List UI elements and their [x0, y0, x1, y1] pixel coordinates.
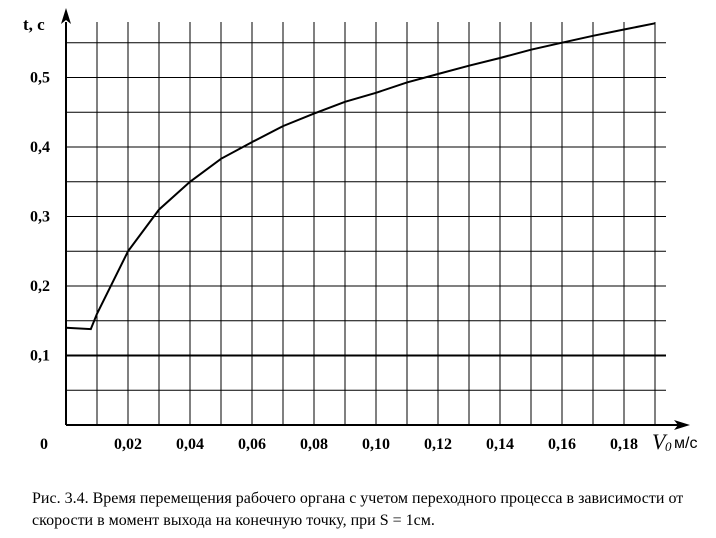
x-tick-label: 0,10: [362, 436, 390, 453]
y-axis-title: t, с: [23, 15, 45, 34]
y-tick-labels: 0,1 0,2 0,3 0,4 0,5: [30, 70, 50, 365]
y-tick-label: 0,3: [30, 209, 50, 226]
x-tick-label: 0,04: [176, 436, 204, 453]
grid: [66, 22, 666, 425]
x-tick-label: 0,14: [486, 436, 514, 453]
y-axis-arrow-icon: [61, 8, 71, 24]
x-tick-label: 0,12: [424, 436, 452, 453]
series-line: [65, 22, 656, 331]
x-tick-label: 0,02: [114, 436, 142, 453]
x-tick-label: 0,08: [300, 436, 328, 453]
y-tick-label: 0,5: [30, 70, 50, 87]
y-tick-label: 0,1: [30, 348, 50, 365]
x-axis-arrow-icon: [674, 420, 690, 430]
x-axis-unit: м/с: [674, 435, 697, 452]
x-tick-labels: 0,02 0,04 0,06 0,08 0,10 0,12 0,14 0,16 0,18: [114, 436, 638, 453]
x-tick-label: 0,18: [610, 436, 638, 453]
y-tick-label: 0,4: [30, 139, 50, 156]
x-tick-label: 0,16: [548, 436, 576, 453]
x-axis-symbol: V: [652, 429, 668, 454]
origin-label: 0: [40, 436, 48, 453]
x-tick-label: 0,06: [238, 436, 266, 453]
x-axis-subscript: 0: [665, 439, 672, 454]
y-tick-label: 0,2: [30, 278, 50, 295]
figure-caption: Рис. 3.4. Время перемещения рабочего орг…: [32, 490, 684, 529]
